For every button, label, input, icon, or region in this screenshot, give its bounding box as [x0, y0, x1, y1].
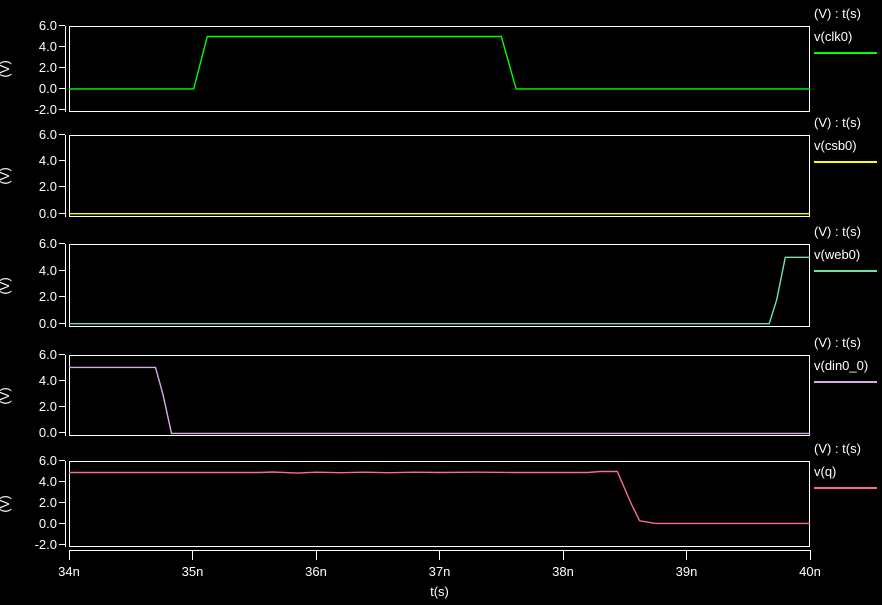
y-tick-label: 2.0 [38, 59, 57, 75]
legend-color-line [814, 52, 877, 54]
panel-header-label: (V) : t(s) [814, 441, 861, 456]
x-tick-label: 35n [181, 564, 204, 579]
y-tick-label: 2.0 [38, 179, 57, 195]
y-axis-line [65, 135, 66, 217]
y-tick-mark [59, 66, 65, 68]
y-tick-mark [59, 380, 65, 382]
x-tick-mark [68, 550, 70, 560]
y-tick-label: 0.0 [38, 205, 57, 221]
y-tick-mark [59, 108, 65, 110]
x-tick-mark [809, 550, 811, 560]
panel-header-label: (V) : t(s) [814, 6, 861, 21]
y-tick-mark [59, 134, 65, 135]
y-tick-mark [59, 460, 65, 461]
x-tick-label: 36n [305, 564, 327, 579]
y-tick-mark [59, 501, 65, 503]
waveform-trace [69, 366, 810, 435]
y-tick-mark [59, 543, 65, 545]
x-tick-label: 40n [799, 564, 821, 579]
plot-area[interactable] [69, 26, 810, 112]
y-tick-mark [59, 480, 65, 482]
waveform-trace [69, 256, 810, 325]
legend-signal-label: v(web0) [814, 247, 861, 262]
y-tick-label: 6.0 [38, 236, 57, 251]
legend-color-line [814, 161, 877, 163]
waveform-panel-clk0: (V) : t(s) (V) v(clk0) 6.0 4.0 2.0 0.0 -2.0 [0, 6, 882, 117]
y-tick-label: 4.0 [38, 373, 57, 389]
legend-color-line [814, 487, 877, 489]
x-tick-mark [562, 550, 564, 560]
y-tick-mark [59, 322, 65, 324]
waveform-trace [69, 470, 810, 525]
y-tick-mark [59, 243, 65, 244]
y-tick-label: 2.0 [38, 494, 57, 510]
x-tick-mark [439, 550, 440, 560]
y-tick-mark [59, 432, 65, 434]
y-tick-label: 6.0 [38, 127, 57, 142]
y-tick-mark [59, 186, 65, 188]
plot-area[interactable] [69, 244, 810, 327]
legend-signal-label: v(csb0) [814, 138, 857, 153]
y-tick-mark [59, 354, 65, 355]
waveform-panel-csb0: (V) : t(s) (V) v(csb0) 6.0 4.0 2.0 0.0 [0, 115, 882, 221]
waveform-panel-din0-0: (V) : t(s) (V) v(din0_0) 6.0 4.0 2.0 0.0 [0, 335, 882, 440]
plot-area[interactable] [69, 461, 810, 547]
y-tick-label: 0.0 [38, 80, 57, 96]
plot-area[interactable] [69, 135, 810, 217]
y-tick-mark [59, 87, 65, 89]
legend-signal-label: v(clk0) [814, 29, 853, 44]
y-axis-line [65, 461, 66, 547]
y-axis-line [65, 244, 66, 327]
y-tick-label: 0.0 [38, 425, 57, 441]
y-tick-mark [59, 212, 65, 214]
x-tick-mark [686, 550, 687, 560]
y-tick-label: 4.0 [38, 262, 57, 278]
panel-header-label: (V) : t(s) [814, 335, 861, 350]
x-tick-mark [192, 550, 193, 560]
y-tick-label: 4.0 [38, 473, 57, 489]
y-tick-mark [59, 296, 65, 298]
waveform-trace [69, 212, 810, 215]
legend-signal-label: v(q) [814, 464, 837, 479]
x-tick-label: 34n [58, 564, 80, 579]
y-tick-mark [59, 160, 65, 162]
x-axis-line [69, 550, 811, 551]
panel-header-label: (V) : t(s) [814, 115, 861, 130]
waveform-panel-web0: (V) : t(s) (V) v(web0) 6.0 4.0 2.0 0.0 [0, 224, 882, 331]
y-tick-label: 6.0 [38, 453, 57, 468]
legend-color-line [814, 270, 877, 272]
plot-area[interactable] [69, 355, 810, 436]
y-tick-label: -2.0 [34, 536, 57, 552]
x-tick-label: 38n [552, 564, 574, 579]
waveform-panel-q: (V) : t(s) (V) v(q) 6.0 4.0 2.0 0.0 -2.0 [0, 441, 882, 552]
x-tick-label: 37n [428, 564, 451, 579]
y-tick-mark [59, 45, 65, 47]
legend-color-line [814, 381, 877, 383]
panel-header-label: (V) : t(s) [814, 224, 861, 239]
y-tick-label: 6.0 [38, 347, 57, 362]
y-tick-label: 4.0 [38, 38, 57, 54]
y-tick-mark [59, 269, 65, 271]
y-tick-mark [59, 25, 65, 26]
waveform-trace [69, 35, 810, 90]
x-tick-mark [315, 550, 317, 560]
y-axis-line [65, 26, 66, 112]
y-tick-mark [59, 522, 65, 524]
y-tick-label: 2.0 [38, 399, 57, 415]
x-axis-title: t(s) [430, 584, 449, 599]
y-tick-label: 2.0 [38, 289, 57, 305]
y-tick-label: 4.0 [38, 153, 57, 169]
y-tick-label: 0.0 [38, 315, 57, 331]
y-tick-label: -2.0 [34, 101, 57, 117]
x-tick-label: 39n [675, 564, 698, 579]
y-tick-label: 6.0 [38, 18, 57, 33]
legend-signal-label: v(din0_0) [814, 358, 869, 373]
y-tick-mark [59, 406, 65, 408]
y-tick-label: 0.0 [38, 515, 57, 531]
y-axis-line [65, 355, 66, 436]
